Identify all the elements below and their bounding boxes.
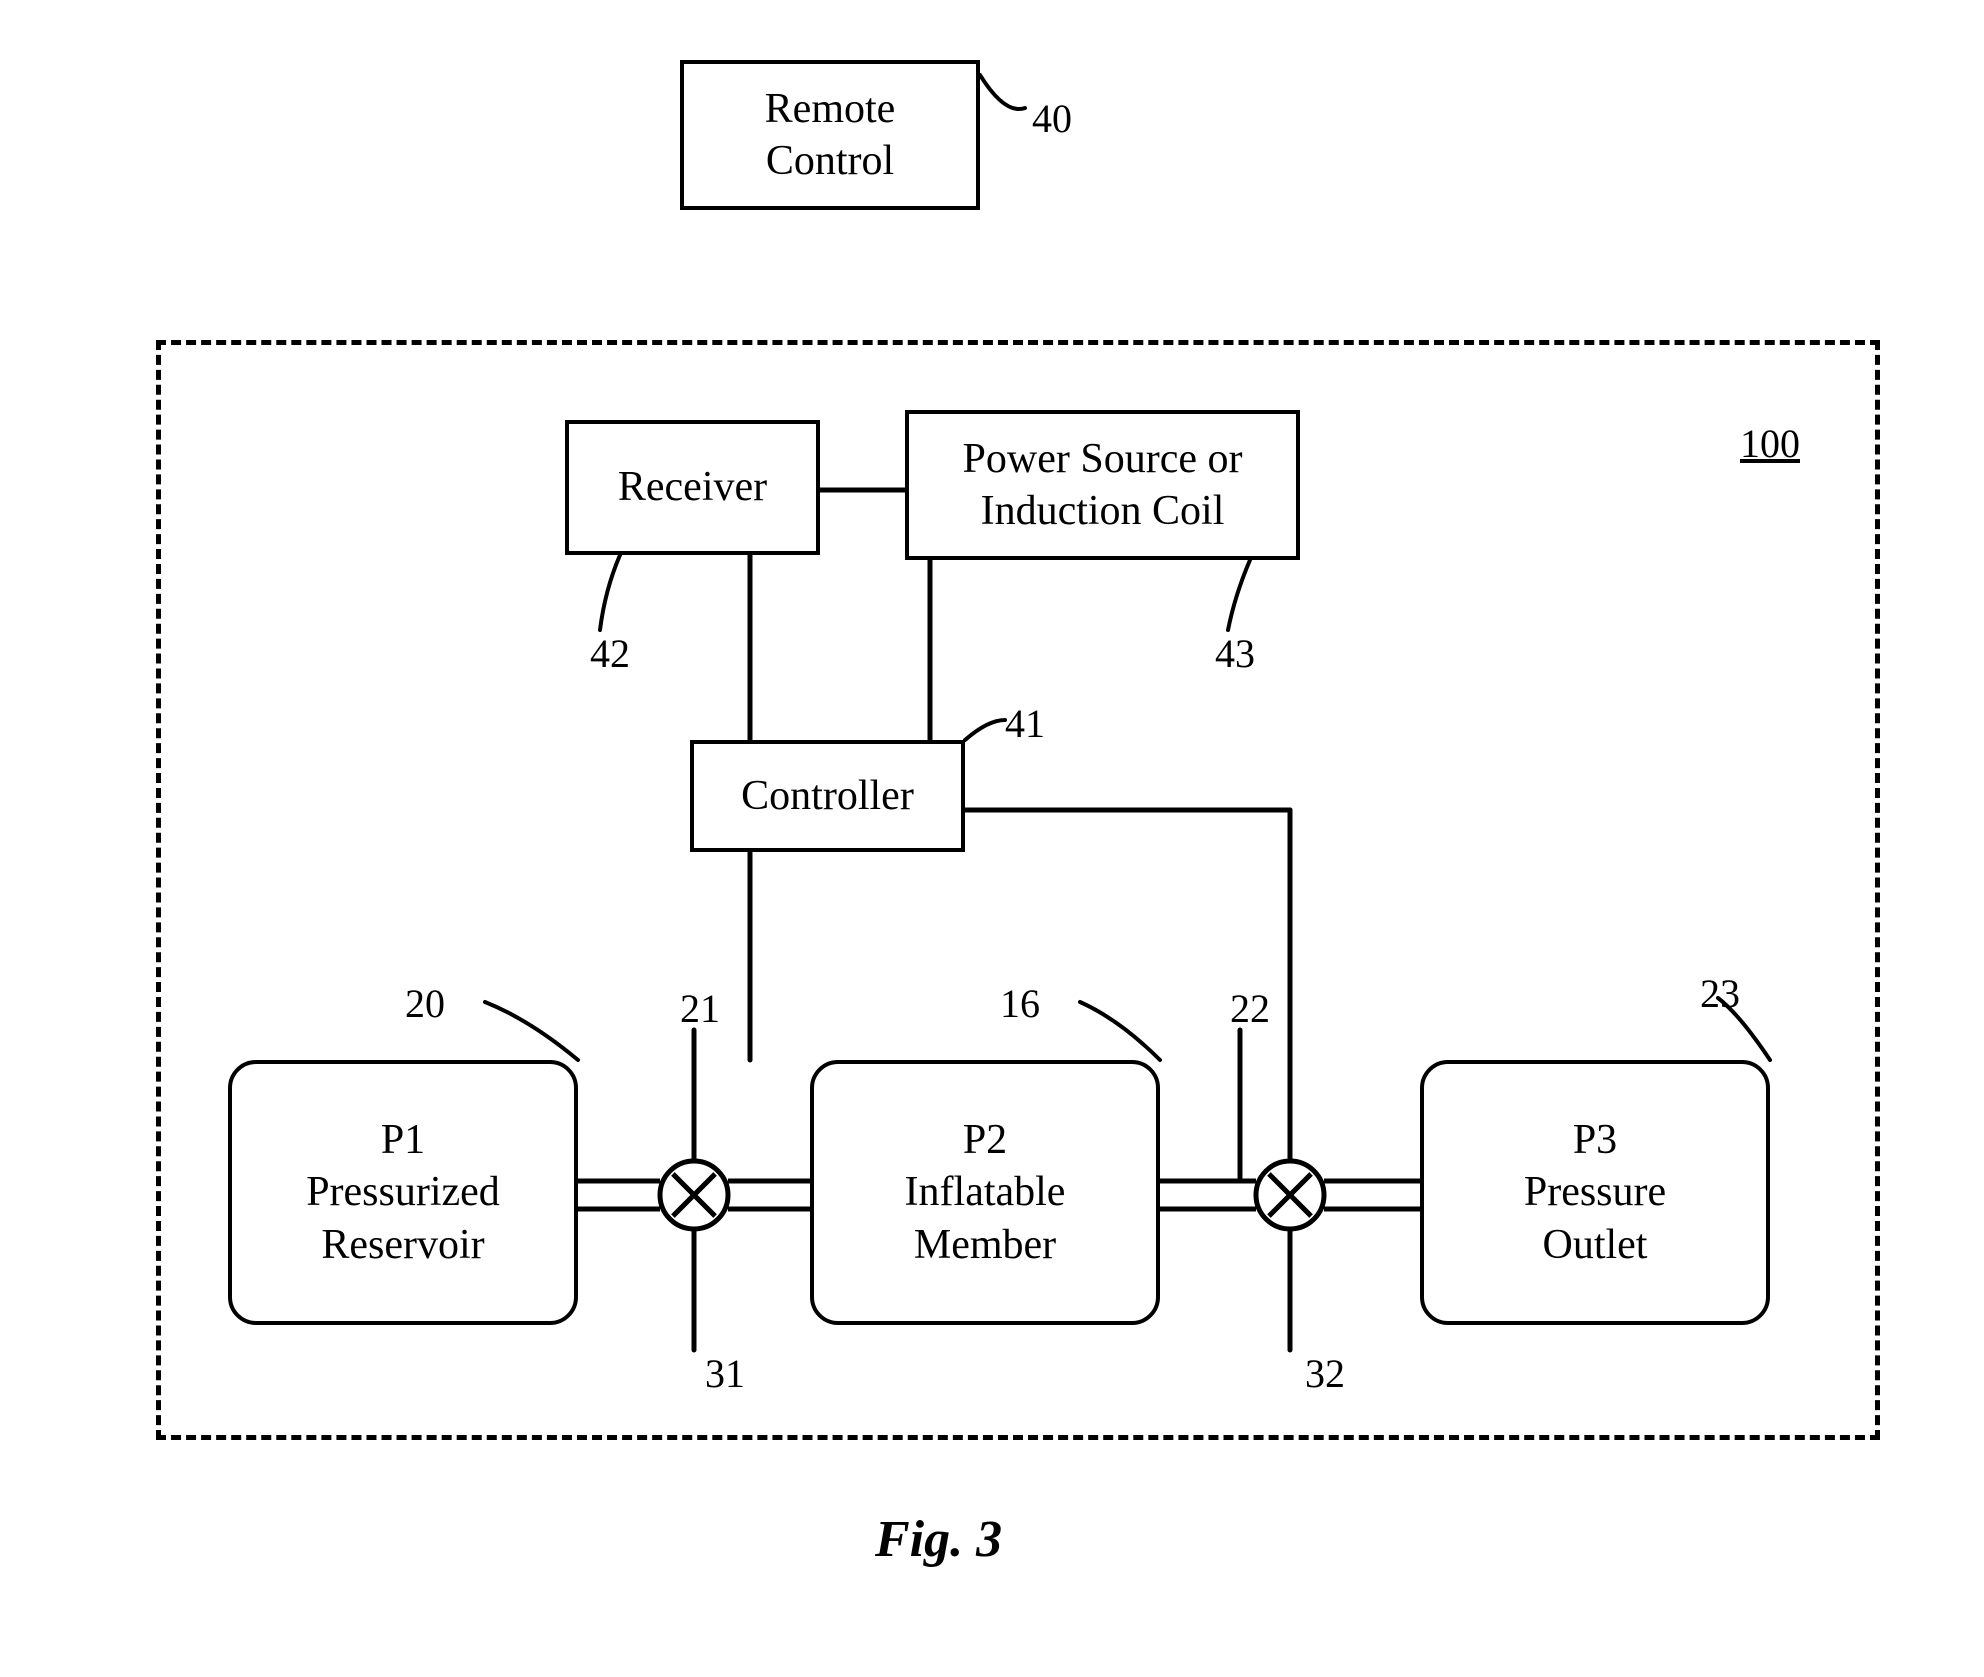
ref-label-20: 20 <box>405 980 445 1027</box>
block-p3-outlet: P3PressureOutlet <box>1420 1060 1770 1325</box>
ref-label-16: 16 <box>1000 980 1040 1027</box>
block-remote-control-text: RemoteControl <box>765 83 896 188</box>
block-p1-text: P1PressurizedReservoir <box>306 1114 500 1272</box>
block-p2-inflatable: P2InflatableMember <box>810 1060 1160 1325</box>
block-remote-control: RemoteControl <box>680 60 980 210</box>
block-power-source-text: Power Source orInduction Coil <box>963 433 1243 538</box>
block-controller-text: Controller <box>741 770 914 823</box>
ref-label-42: 42 <box>590 630 630 677</box>
block-p1-reservoir: P1PressurizedReservoir <box>228 1060 578 1325</box>
figure-caption: Fig. 3 <box>875 1510 1002 1569</box>
ref-label-40: 40 <box>1032 95 1072 142</box>
block-receiver: Receiver <box>565 420 820 555</box>
ref-label-23: 23 <box>1700 970 1740 1017</box>
block-receiver-text: Receiver <box>618 461 767 514</box>
block-p2-text: P2InflatableMember <box>905 1114 1066 1272</box>
ref-label-31: 31 <box>705 1350 745 1397</box>
ref-label-43: 43 <box>1215 630 1255 677</box>
ref-label-41: 41 <box>1005 700 1045 747</box>
block-controller: Controller <box>690 740 965 852</box>
ref-label-32: 32 <box>1305 1350 1345 1397</box>
leader-arc <box>980 75 1025 109</box>
block-power-source: Power Source orInduction Coil <box>905 410 1300 560</box>
ref-label-21: 21 <box>680 985 720 1032</box>
block-p3-text: P3PressureOutlet <box>1524 1114 1666 1272</box>
ref-label-100: 100 <box>1740 420 1800 467</box>
system-block-diagram: 100 RemoteControl 40 Receiver 42 Power S… <box>0 0 1984 1677</box>
ref-label-22: 22 <box>1230 985 1270 1032</box>
